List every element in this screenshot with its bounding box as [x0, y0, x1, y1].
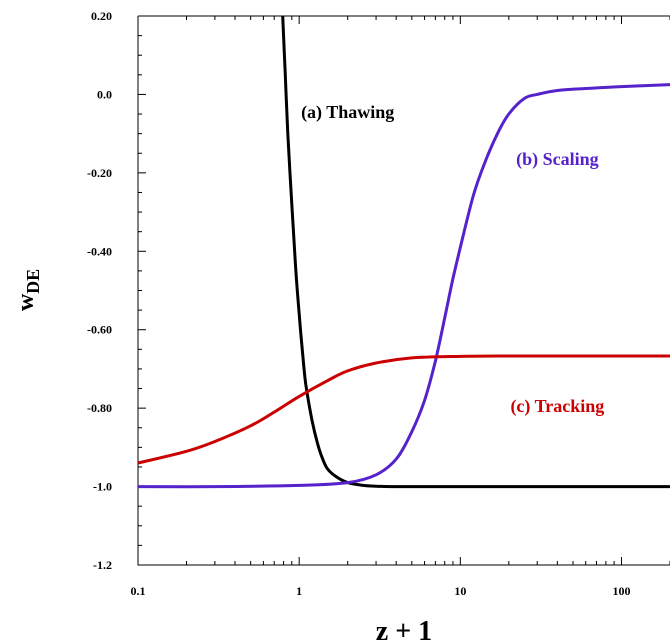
plot-frame [137, 15, 670, 566]
y-tick-label: -1.0 [93, 480, 112, 494]
y-axis-title-subscript: DE [23, 269, 43, 294]
y-tick-label: -0.80 [87, 401, 112, 415]
series-line-bscaling [138, 83, 670, 489]
series-lines [138, 16, 670, 489]
series-line-athawing [281, 16, 670, 489]
axis-ticks [137, 15, 670, 566]
y-tick-label: 0.20 [91, 9, 112, 23]
x-axis-title: z + 1 [376, 616, 432, 643]
plot-border [137, 15, 670, 566]
x-tick-label: 0.1 [131, 584, 146, 598]
y-axis-title: wDE [13, 269, 43, 311]
y-tick-label: -1.2 [93, 558, 112, 572]
series-annotation: (b) Scaling [516, 149, 599, 170]
x-tick-label: 1 [296, 584, 302, 598]
y-tick-label: 0.0 [97, 87, 112, 101]
y-tick-label: -0.20 [87, 166, 112, 180]
y-tick-label: -0.40 [87, 244, 112, 258]
series-line-ctracking [138, 354, 670, 465]
tick-labels: 0.1 1 10 100 0.20 0.0 -0.20 -0.40 -0.60 -0.80 -1.0… [87, 9, 630, 598]
series-annotations: (a) Thawing (b) Scaling (c) Tracking [301, 102, 604, 417]
y-axis-title-main: w [13, 293, 39, 311]
series-annotation: (c) Tracking [510, 396, 604, 417]
x-tick-label: 10 [454, 584, 466, 598]
series-annotation: (a) Thawing [301, 102, 394, 123]
x-tick-label: 100 [612, 584, 630, 598]
y-tick-label: -0.60 [87, 323, 112, 337]
